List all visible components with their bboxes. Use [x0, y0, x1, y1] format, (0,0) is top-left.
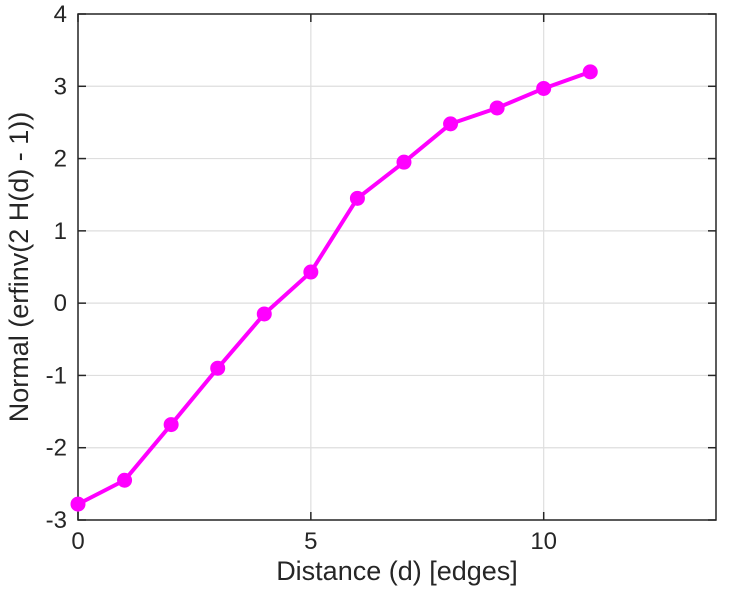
x-tick-label: 5: [304, 528, 317, 555]
y-tick-label: 4: [54, 1, 67, 28]
data-point-marker: [489, 100, 505, 116]
data-point-marker: [256, 306, 272, 322]
y-tick-label: -2: [46, 435, 67, 462]
data-point-marker: [70, 496, 86, 512]
y-tick-label: 3: [54, 73, 67, 100]
data-point-marker: [117, 472, 133, 488]
y-tick-label: 2: [54, 146, 67, 173]
x-tick-label: 10: [530, 528, 557, 555]
data-point-marker: [163, 417, 179, 433]
plot-area: 0 5 10 -3 -2 -1 0 1 2 3 4: [46, 1, 717, 555]
data-point-marker: [582, 64, 598, 80]
series-line: [76, 69, 593, 507]
data-point-marker: [210, 360, 226, 376]
y-tick-label: -3: [46, 507, 67, 534]
axes-box: [77, 13, 717, 521]
data-point-marker: [536, 80, 552, 96]
y-tick-label: -1: [46, 362, 67, 389]
y-tick-label: 1: [54, 218, 67, 245]
data-point-marker: [303, 264, 319, 280]
data-point-marker: [396, 154, 412, 170]
x-axis-label: Distance (d) [edges]: [276, 556, 518, 586]
data-point-marker: [443, 116, 459, 132]
y-tick-label: 0: [54, 290, 67, 317]
y-axis-label: Normal (erfinv(2 H(d) - 1)): [4, 112, 34, 423]
data-point-marker: [349, 190, 365, 206]
x-tick-label: 0: [71, 528, 84, 555]
